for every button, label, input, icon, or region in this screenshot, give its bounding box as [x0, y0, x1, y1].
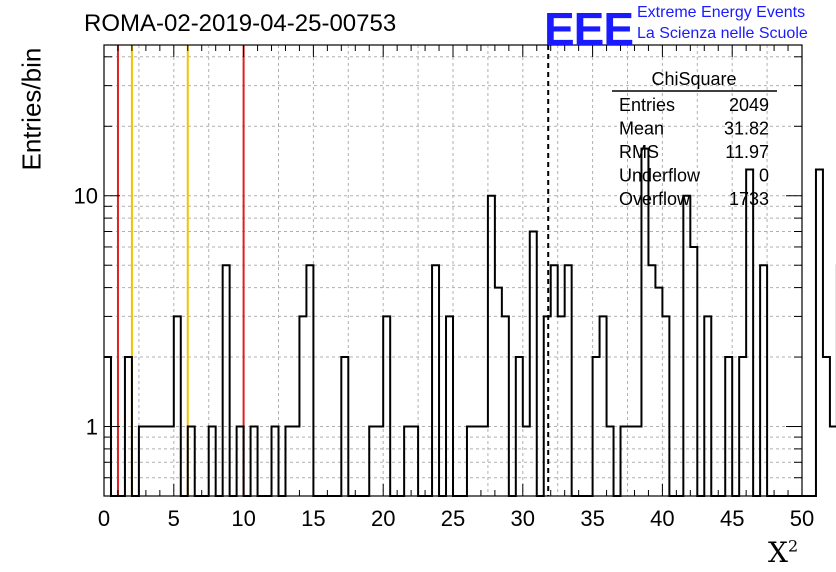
- stats-label: RMS: [619, 142, 659, 162]
- stats-value: 11.97: [725, 142, 769, 162]
- stats-value: 31.82: [724, 119, 769, 139]
- x-axis-label-exponent: 2: [787, 536, 799, 556]
- x-tick-label: 50: [790, 506, 814, 531]
- x-axis-label-symbol: X: [768, 536, 788, 569]
- y-tick-label: 10: [74, 184, 98, 209]
- run-title: ROMA-02-2019-04-25-00753: [84, 10, 397, 37]
- stats-value: 0: [759, 166, 769, 186]
- eee-logo: EEE: [544, 3, 634, 55]
- x-tick-label: 30: [511, 506, 535, 531]
- stats-box-title: ChiSquare: [651, 69, 736, 89]
- x-tick-label: 25: [441, 506, 465, 531]
- x-tick-label: 20: [371, 506, 395, 531]
- stats-label: Mean: [619, 119, 664, 139]
- y-tick-label: 1: [86, 415, 98, 440]
- stats-label: Overflow: [619, 189, 691, 209]
- x-tick-label: 10: [231, 506, 255, 531]
- x-tick-label: 40: [650, 506, 674, 531]
- stats-value: 1733: [729, 189, 769, 209]
- x-tick-label: 5: [168, 506, 180, 531]
- stats-label: Entries: [619, 95, 675, 115]
- logo-line-2: La Scienza nelle Scuole: [637, 25, 808, 42]
- x-tick-label: 0: [98, 506, 110, 531]
- x-tick-label: 15: [301, 506, 325, 531]
- stats-box: ChiSquare Entries 2049 Mean 31.82 RMS 11.97 Und…: [612, 69, 777, 209]
- y-axis-label: Entries/bin: [16, 47, 47, 171]
- x-tick-label: 45: [720, 506, 744, 531]
- x-tick-label: 35: [580, 506, 604, 531]
- axes: 0 5 10 15 20 25 30 35 40 45 50 1 10: [74, 45, 814, 531]
- x-axis-label: X2: [768, 536, 798, 569]
- cut-lines: [116, 45, 550, 496]
- logo-line-1: Extreme Energy Events: [637, 4, 806, 21]
- stats-value: 2049: [729, 95, 769, 115]
- stats-label: Underflow: [619, 166, 701, 186]
